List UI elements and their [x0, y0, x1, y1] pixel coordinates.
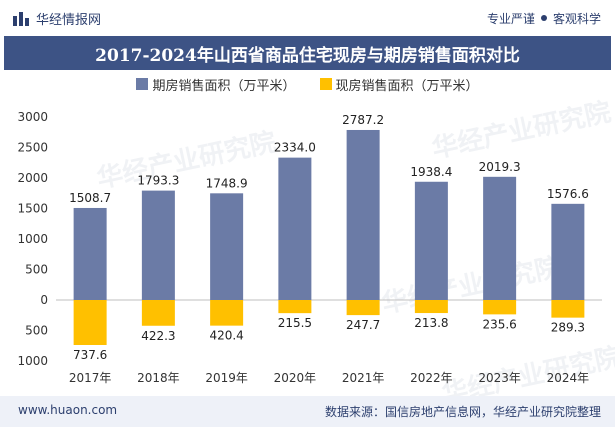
- legend: 期房销售面积（万平米） 现房销售面积（万平米）: [0, 74, 615, 94]
- x-tick-label: 2022年: [410, 371, 453, 385]
- y-tick-label: 0: [40, 293, 48, 307]
- y-tick-label: 3000: [17, 110, 48, 124]
- data-label-futures: 1938.4: [410, 165, 452, 179]
- data-label-futures: 1793.3: [137, 174, 179, 188]
- data-label-futures: 1748.9: [206, 176, 248, 190]
- bar-futures: [346, 129, 380, 300]
- legend-swatch-futures: [136, 78, 149, 90]
- data-label-spot: 420.4: [209, 329, 243, 343]
- title-bar: 2017-2024年山西省商品住宅现房与期房销售面积对比: [4, 36, 611, 70]
- y-tick-label: 500: [25, 324, 48, 338]
- bar-spot: [141, 300, 175, 326]
- legend-item-futures: 期房销售面积（万平米）: [136, 75, 296, 94]
- bar-spot: [414, 300, 448, 314]
- footer-website[interactable]: www.huaon.com: [18, 403, 118, 417]
- bar-futures: [73, 207, 107, 300]
- separator-dot: [540, 15, 547, 21]
- footer-source: 数据来源：国信房地产信息网，华经产业研究院整理: [324, 405, 601, 419]
- slogan-right: 客观科学: [552, 11, 601, 26]
- y-tick-label: 1500: [17, 202, 48, 216]
- y-tick-label: 2000: [17, 171, 48, 185]
- bar-spot: [551, 300, 585, 318]
- bar-spot: [278, 300, 312, 314]
- x-tick-label: 2024年: [547, 371, 590, 385]
- bar-spot: [346, 300, 380, 316]
- x-tick-label: 2020年: [274, 371, 317, 385]
- x-tick-label: 2018年: [137, 371, 180, 385]
- bar-futures: [141, 190, 175, 300]
- data-label-futures: 1576.6: [547, 187, 589, 201]
- data-label-futures: 2334.0: [274, 141, 316, 155]
- legend-item-spot: 现房销售面积（万平米）: [319, 75, 479, 94]
- data-label-spot: 235.6: [482, 317, 516, 331]
- data-label-futures: 1508.7: [69, 191, 111, 205]
- footer: www.huaon.com 数据来源：国信房地产信息网，华经产业研究院整理: [0, 396, 615, 427]
- bar-futures: [414, 181, 448, 300]
- data-label-futures: 2019.3: [479, 160, 521, 174]
- x-tick-label: 2023年: [478, 371, 521, 385]
- legend-label-futures: 期房销售面积（万平米）: [152, 78, 296, 94]
- legend-label-spot: 现房销售面积（万平米）: [335, 78, 479, 94]
- bar-futures: [551, 203, 585, 300]
- chart-title: 2017-2024年山西省商品住宅现房与期房销售面积对比: [95, 45, 520, 66]
- y-tick-label: 500: [25, 263, 48, 277]
- data-label-spot: 213.8: [414, 316, 448, 330]
- y-tick-label: 1000: [17, 232, 48, 246]
- slogan-left: 专业严谨: [486, 11, 535, 26]
- bar-logo-icon: [13, 12, 29, 26]
- slogan: 专业严谨 客观科学: [487, 8, 601, 28]
- bar-futures: [210, 193, 244, 300]
- bar-spot: [73, 300, 107, 345]
- brand-name: 华经情报网: [36, 12, 102, 28]
- chart-canvas: 3000 2500 2000 1500 1000 500 0 500 1000 1508.7 737…: [17, 110, 602, 385]
- y-tick-label: 1000: [17, 354, 48, 368]
- top-bar: 华经情报网 专业严谨 客观科学: [0, 0, 615, 36]
- legend-swatch-spot: [319, 78, 332, 90]
- data-label-spot: 247.7: [346, 318, 380, 332]
- data-label-futures: 2787.2: [342, 113, 384, 127]
- bar-futures: [483, 176, 517, 300]
- x-tick-label: 2019年: [205, 371, 248, 385]
- bar-futures: [278, 157, 312, 300]
- x-tick-label: 2017年: [69, 371, 112, 385]
- data-label-spot: 289.3: [551, 321, 585, 335]
- data-label-spot: 422.3: [141, 329, 175, 343]
- data-label-spot: 215.5: [278, 316, 312, 330]
- bar-spot: [210, 300, 244, 326]
- brand[interactable]: 华经情报网: [12, 8, 101, 28]
- data-label-spot: 737.6: [73, 348, 107, 362]
- bar-spot: [483, 300, 517, 315]
- x-tick-label: 2021年: [342, 371, 385, 385]
- y-tick-label: 2500: [17, 141, 48, 155]
